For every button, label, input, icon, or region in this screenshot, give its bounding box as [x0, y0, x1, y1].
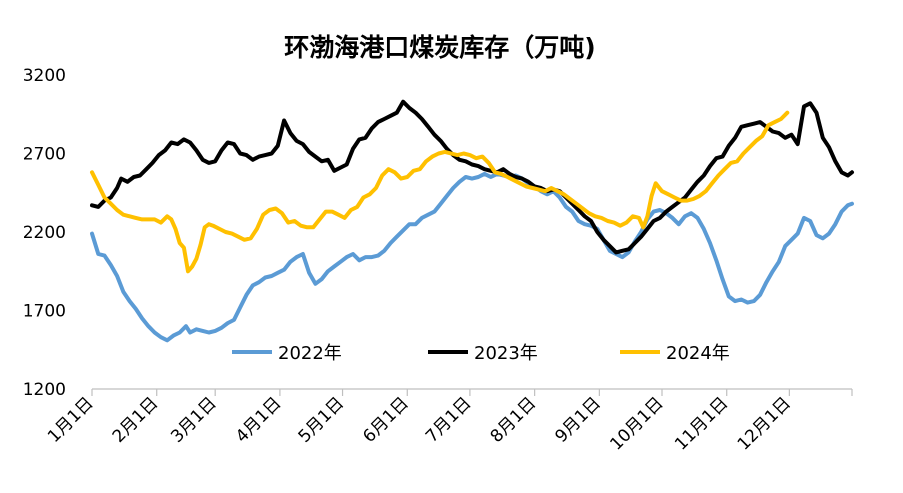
y-tick-label: 1200 [23, 380, 66, 400]
x-tick-label: 5月1日 [295, 393, 348, 446]
series-lines [90, 99, 854, 343]
x-tick-label: 11月1日 [671, 393, 732, 454]
x-tick-label: 1月1日 [44, 393, 97, 446]
x-tick-label: 6月1日 [359, 393, 412, 446]
x-tick-label: 4月1日 [232, 393, 285, 446]
x-tick-label: 10月1日 [606, 393, 667, 454]
x-tick-label: 9月1日 [551, 393, 604, 446]
y-tick-label: 2700 [23, 145, 66, 165]
y-tick-label: 3200 [23, 66, 66, 86]
x-tick-label: 3月1日 [167, 393, 220, 446]
series-line-1 [90, 171, 854, 343]
y-tick-label: 2200 [23, 223, 66, 243]
x-tick-label: 12月1日 [734, 393, 795, 454]
x-axis-ticks: 1月1日 2月1日 3月1日 4月1日 5月1日 6月1日 7月1日 8月1日 9月1日 10月1… [44, 393, 795, 454]
y-axis-ticks: 1200 1700 2200 2700 3200 [23, 66, 66, 400]
chart-title: 环渤海港口煤炭库存（万吨) [284, 33, 595, 62]
x-tick-label: 7月1日 [422, 393, 475, 446]
legend-label-3: 2024年 [666, 343, 730, 364]
series-line-3 [90, 110, 790, 274]
x-tick-label: 8月1日 [487, 393, 540, 446]
x-axis [91, 388, 853, 396]
legend-label-2: 2023年 [474, 343, 538, 364]
series-line-2 [90, 99, 854, 255]
legend: 2022年 2023年 2024年 [232, 343, 730, 364]
legend-label-1: 2022年 [278, 343, 342, 364]
y-tick-label: 1700 [23, 302, 66, 322]
x-tick-label: 2月1日 [109, 393, 162, 446]
